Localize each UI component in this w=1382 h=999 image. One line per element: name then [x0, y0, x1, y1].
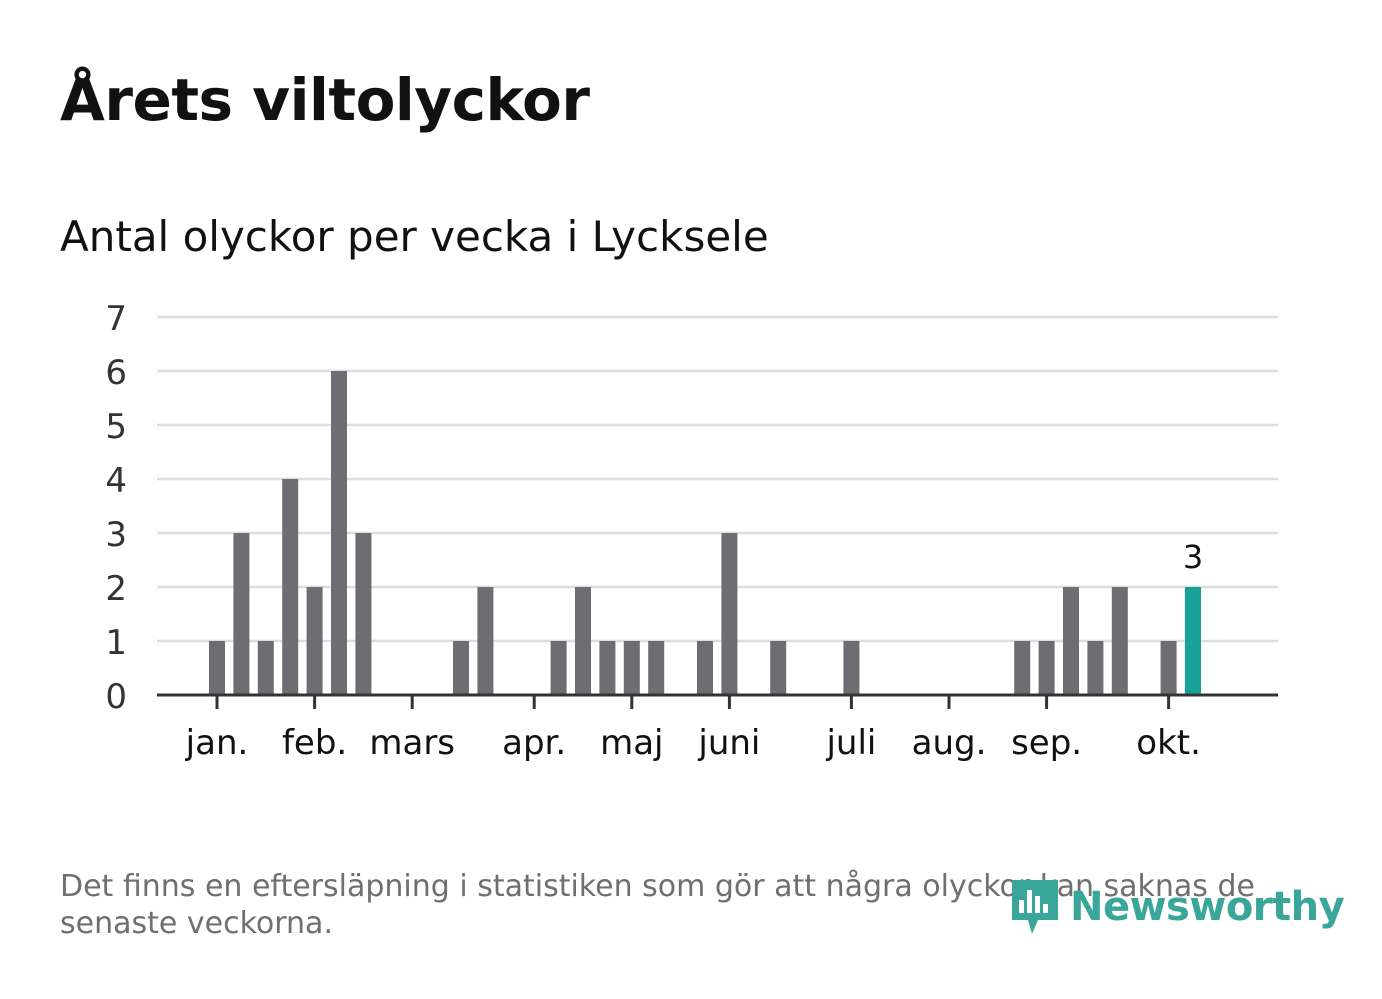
logo-text: Newsworthy	[1070, 884, 1345, 930]
chart-subtitle: Antal olyckor per vecka i Lycksele	[60, 212, 769, 261]
bar	[1160, 641, 1177, 695]
y-tick-label: 7	[105, 299, 127, 339]
y-tick-label: 5	[105, 407, 127, 447]
bar	[306, 587, 323, 695]
x-tick-label: juli	[825, 723, 876, 763]
x-tick-label: maj	[600, 723, 663, 763]
bar	[209, 641, 225, 695]
grid-lines	[157, 315, 1278, 643]
bar	[331, 371, 347, 695]
bar	[1063, 587, 1079, 695]
page-title: Årets viltolyckor	[60, 66, 590, 134]
bar	[282, 479, 299, 695]
x-tick-label: juni	[697, 723, 760, 763]
data-label: 3	[1183, 538, 1203, 576]
x-tick-label: aug.	[912, 723, 987, 763]
bar	[648, 641, 665, 695]
bar	[623, 641, 640, 695]
x-tick-label: okt.	[1136, 723, 1201, 763]
bar	[257, 641, 274, 695]
bar	[770, 641, 787, 695]
bar-highlight	[1185, 587, 1201, 695]
newsworthy-logo-icon	[1012, 880, 1058, 934]
bar	[1111, 587, 1128, 695]
x-tick-label: feb.	[282, 723, 347, 763]
y-tick-label: 0	[105, 677, 127, 717]
bar	[599, 641, 616, 695]
y-tick-label: 6	[105, 353, 127, 393]
bar	[550, 641, 567, 695]
bars: 3	[209, 371, 1203, 695]
bar	[233, 533, 250, 695]
bar	[477, 587, 494, 695]
y-axis-ticks: 0 1 2 3 4 5 6 7	[105, 299, 127, 717]
x-tick-label: apr.	[502, 723, 566, 763]
bar	[1087, 641, 1104, 695]
newsworthy-logo[interactable]: Newsworthy	[1010, 876, 1345, 938]
y-tick-label: 1	[105, 623, 127, 663]
x-tick-label: mars	[369, 723, 455, 763]
x-tick-label: jan.	[185, 723, 249, 763]
bar	[575, 587, 591, 695]
y-tick-label: 2	[105, 569, 127, 609]
bar	[697, 641, 713, 695]
bar	[721, 533, 738, 695]
bar	[1038, 641, 1055, 695]
bar	[453, 641, 469, 695]
bar	[843, 641, 860, 695]
y-tick-label: 4	[105, 461, 127, 501]
bar	[355, 533, 372, 695]
x-tick-label: sep.	[1011, 723, 1082, 763]
y-tick-label: 3	[105, 515, 127, 555]
x-axis: jan. feb. mars apr. maj juni juli aug. sep. okt.	[157, 693, 1278, 763]
bar	[1014, 641, 1031, 695]
